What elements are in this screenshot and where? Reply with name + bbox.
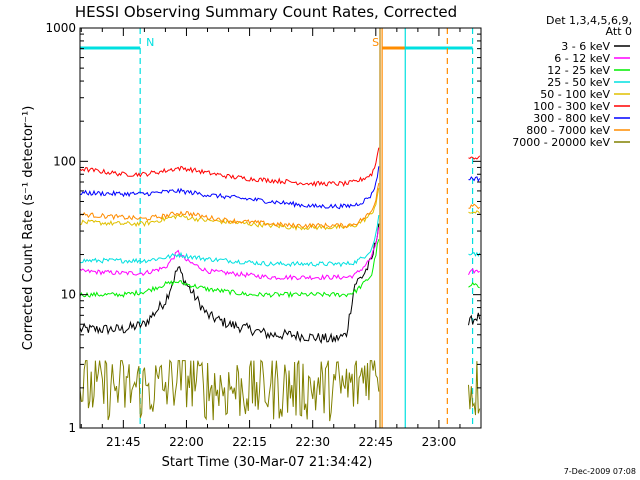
legend-entry: 7000 - 20000 keV <box>512 136 610 149</box>
series-line <box>468 312 481 326</box>
y-tick-label: 1000 <box>45 21 76 35</box>
y-tick-label: 10 <box>61 288 76 302</box>
series-line <box>468 361 481 416</box>
legend-entry: 3 - 6 keV <box>561 40 610 53</box>
x-ticks: 21:45 22:00 22:15 22:30 22:45 23:00 <box>80 28 482 449</box>
series-line <box>468 203 481 210</box>
series-line <box>468 210 481 214</box>
x-tick-label: 22:15 <box>232 435 267 449</box>
status-bar-label: S <box>372 36 379 49</box>
x-axis-label: Start Time (30-Mar-07 21:34:42) <box>162 455 373 470</box>
series-line <box>79 239 380 299</box>
series-line <box>468 268 480 276</box>
legend-entry: 25 - 50 keV <box>547 76 610 89</box>
plot-frame <box>79 27 482 429</box>
chart-title: HESSI Observing Summary Count Rates, Cor… <box>75 3 457 21</box>
series-line <box>468 155 481 160</box>
legend-entry: 50 - 100 keV <box>540 88 610 101</box>
series-layer <box>79 147 481 422</box>
series-line <box>79 227 380 281</box>
legend-entry: 6 - 12 keV <box>554 52 610 65</box>
legend-entry: 12 - 25 keV <box>547 64 610 77</box>
vertical-markers <box>139 28 474 428</box>
series-line <box>79 187 380 232</box>
footer-date: 7-Dec-2009 07:08 <box>564 467 636 476</box>
legend-entry: 800 - 7000 keV <box>526 124 610 137</box>
y-tick-label: 1 <box>68 421 76 435</box>
x-tick-label: 22:45 <box>359 435 394 449</box>
status-bar-label: N <box>146 36 154 49</box>
y-axis-label: Corrected Count Rate (s⁻¹ detector⁻¹) <box>21 106 36 351</box>
y-tick-label: 100 <box>53 154 76 168</box>
series-line <box>79 359 380 422</box>
y-ticks: 1 10 100 1000 <box>45 21 481 435</box>
x-tick-label: 21:45 <box>106 435 141 449</box>
series-line <box>79 182 380 230</box>
series-line <box>468 176 481 183</box>
series-line <box>79 223 380 344</box>
x-tick-label: 23:00 <box>422 435 457 449</box>
x-tick-label: 22:00 <box>169 435 204 449</box>
legend-header: Att 0 <box>606 25 632 38</box>
legend-entry: 100 - 300 keV <box>533 100 610 113</box>
legend-header: Det 1,3,4,5,6,9, <box>546 14 632 27</box>
series-line <box>80 215 380 268</box>
series-line <box>468 281 480 289</box>
series-line <box>79 166 380 210</box>
series-line <box>79 147 380 188</box>
x-tick-label: 22:30 <box>295 435 330 449</box>
legend-entry: 300 - 800 keV <box>533 112 610 125</box>
